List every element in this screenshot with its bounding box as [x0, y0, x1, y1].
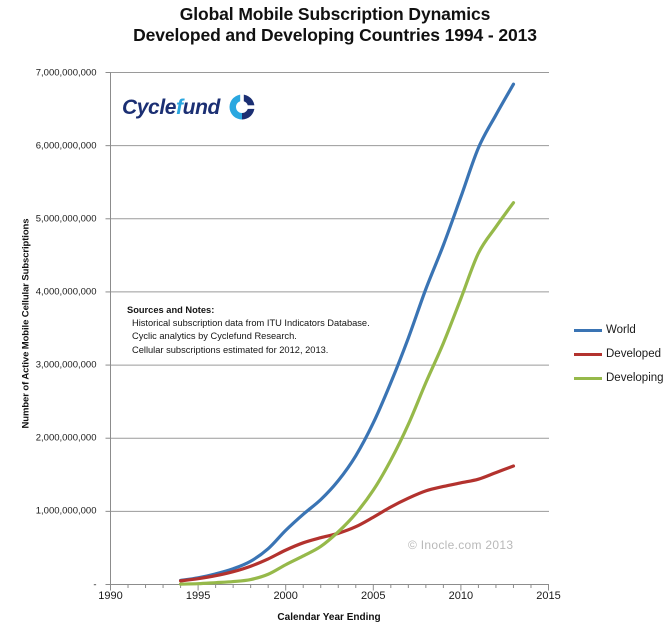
y-axis-tick-label: 2,000,000,000 — [35, 432, 97, 444]
legend-label: World — [606, 324, 636, 336]
chart-title-line-2: Developed and Developing Countries 1994 … — [133, 25, 537, 46]
logo-wordmark: Cyclefund — [122, 97, 220, 118]
x-axis-tick-label: 2015 — [536, 590, 561, 602]
legend-item-developing[interactable]: Developing — [574, 366, 670, 390]
logo-text-before: Cycle — [122, 95, 177, 119]
x-axis-tick-label: 2005 — [361, 590, 386, 602]
series-line-developing — [178, 201, 516, 586]
x-axis-title: Calendar Year Ending — [277, 612, 381, 623]
y-axis-tick-label: 4,000,000,000 — [35, 286, 97, 298]
y-axis-tick-label: 3,000,000,000 — [35, 359, 97, 371]
logo-text-accent: f — [176, 95, 183, 119]
x-axis-tick-label: 2010 — [448, 590, 474, 602]
chart-title-line-1: Global Mobile Subscription Dynamics — [179, 4, 491, 24]
y-axis-tick-label: - — [93, 579, 97, 590]
x-axis-tick-label: 1995 — [185, 590, 211, 602]
legend-swatch — [574, 328, 602, 332]
y-axis-tick-label: 5,000,000,000 — [35, 213, 97, 225]
x-axis-tick-label: 1990 — [98, 590, 123, 602]
notes-line: Cyclic analytics by Cyclefund Research. — [132, 331, 297, 342]
logo-text-after: und — [182, 95, 221, 119]
legend-item-developed[interactable]: Developed — [574, 342, 670, 366]
legend-item-world[interactable]: World — [574, 318, 670, 342]
chart-title: Global Mobile Subscription Dynamics Deve… — [0, 4, 670, 47]
cyclefund-ring-icon — [227, 92, 257, 122]
notes-line: Cellular subscriptions estimated for 201… — [132, 344, 329, 355]
cyclefund-logo: Cyclefund — [122, 92, 257, 122]
legend-swatch — [574, 352, 602, 356]
y-axis-tick-label: 7,000,000,000 — [35, 67, 97, 78]
legend-label: Developed — [606, 348, 661, 360]
notes-heading: Sources and Notes: — [127, 305, 215, 315]
legend-label: Developing — [606, 372, 664, 384]
sources-and-notes: Sources and Notes: Historical subscripti… — [127, 304, 370, 357]
chart-legend: World Developed Developing — [574, 318, 670, 390]
notes-line: Historical subscription data from ITU In… — [132, 318, 370, 329]
legend-swatch — [574, 376, 602, 380]
series-line-world — [178, 82, 516, 583]
y-axis-tick-label: 1,000,000,000 — [35, 505, 97, 517]
series-line-developed — [178, 464, 516, 583]
x-axis-tick-label: 2000 — [273, 590, 298, 602]
copyright-credit: © Inocle.com 2013 — [408, 538, 514, 552]
y-axis-tick-label: 6,000,000,000 — [35, 140, 97, 152]
